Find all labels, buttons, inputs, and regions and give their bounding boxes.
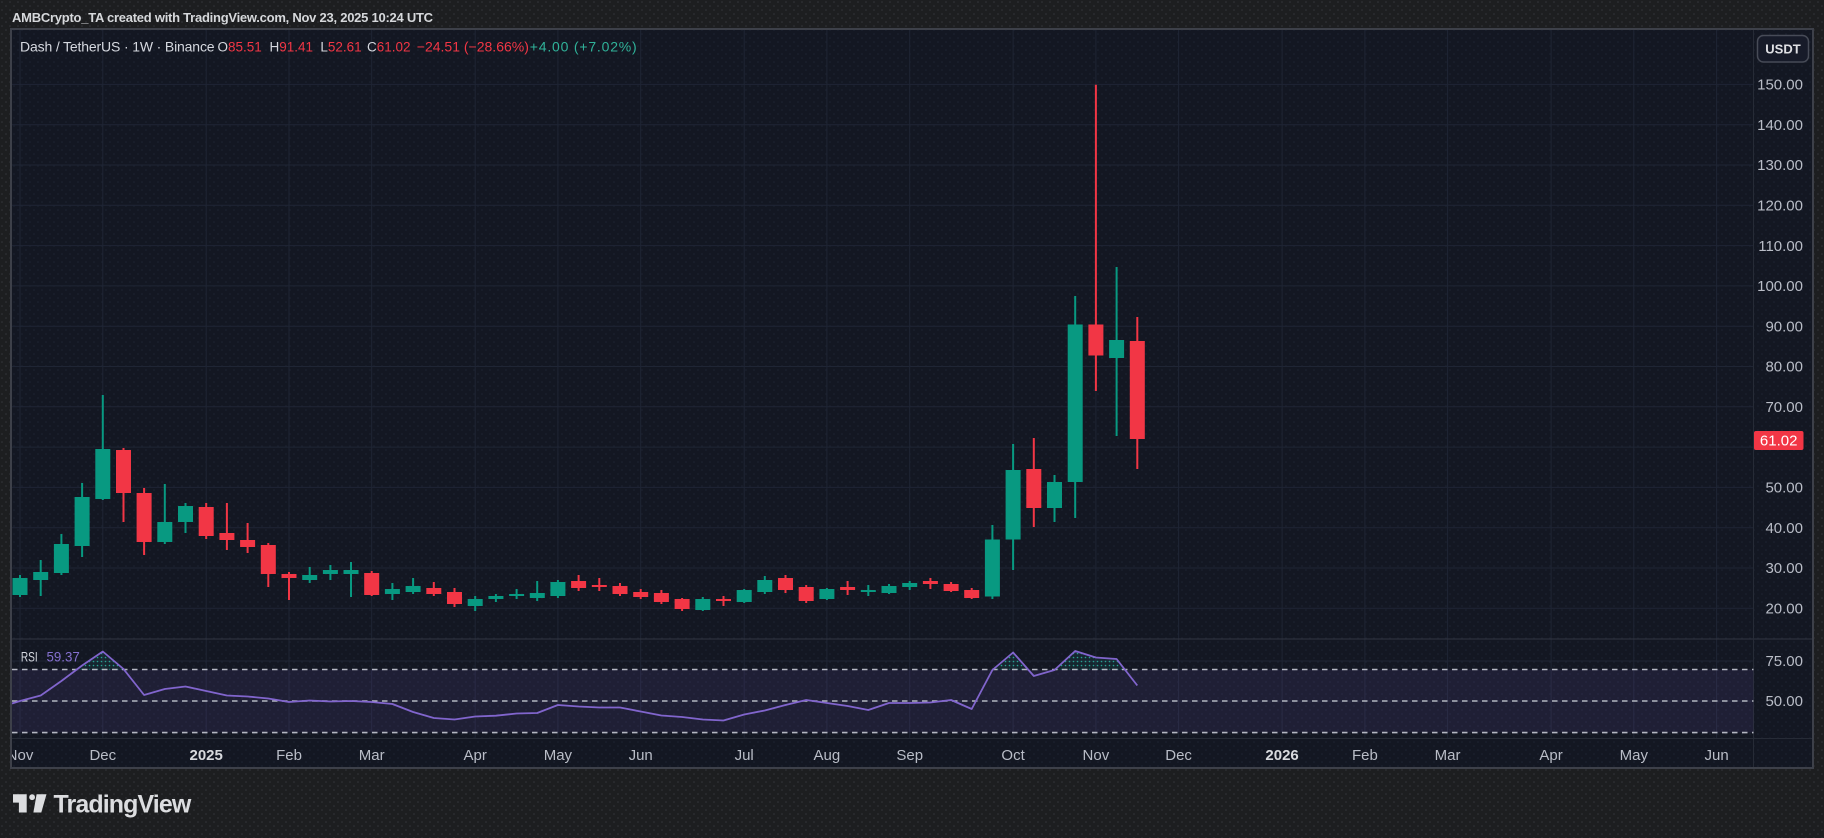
svg-text:TradingView: TradingView <box>54 791 192 819</box>
svg-text:Dec: Dec <box>89 747 116 764</box>
svg-text:Nov: Nov <box>7 747 34 764</box>
svg-text:L52.61: L52.61 <box>320 40 361 55</box>
svg-text:110.00: 110.00 <box>1758 238 1803 255</box>
svg-text:150.00: 150.00 <box>1757 77 1803 94</box>
svg-text:Aug: Aug <box>814 747 841 764</box>
svg-text:May: May <box>544 747 573 764</box>
svg-text:RSI: RSI <box>21 649 38 665</box>
svg-text:H91.41: H91.41 <box>270 40 314 55</box>
svg-text:Mar: Mar <box>1435 747 1461 764</box>
svg-text:May: May <box>1620 747 1649 764</box>
svg-text:50.00: 50.00 <box>1765 693 1803 710</box>
svg-text:61.02: 61.02 <box>1760 433 1798 450</box>
svg-text:70.00: 70.00 <box>1765 399 1803 416</box>
svg-text:50.00: 50.00 <box>1765 480 1803 497</box>
svg-text:75.00: 75.00 <box>1765 653 1803 670</box>
svg-text:30.00: 30.00 <box>1765 560 1803 577</box>
svg-text:40.00: 40.00 <box>1765 520 1803 537</box>
svg-text:Sep: Sep <box>896 747 923 764</box>
svg-text:80.00: 80.00 <box>1765 359 1803 376</box>
svg-text:140.00: 140.00 <box>1757 117 1803 134</box>
svg-text:Jun: Jun <box>1705 747 1729 764</box>
svg-text:100.00: 100.00 <box>1757 278 1803 295</box>
svg-text:2026: 2026 <box>1265 747 1298 764</box>
svg-text:20.00: 20.00 <box>1765 601 1803 618</box>
svg-text:2025: 2025 <box>190 747 223 764</box>
svg-text:Apr: Apr <box>464 747 487 764</box>
svg-text:Jul: Jul <box>735 747 754 764</box>
svg-text:Oct: Oct <box>1001 747 1025 764</box>
svg-text:Dec: Dec <box>1165 747 1192 764</box>
svg-text:59.37: 59.37 <box>47 649 80 665</box>
svg-text:USDT: USDT <box>1765 42 1800 57</box>
svg-text:Dash / TetherUS · 1W · Binance: Dash / TetherUS · 1W · Binance <box>20 39 215 55</box>
svg-text:Nov: Nov <box>1083 747 1110 764</box>
svg-text:Feb: Feb <box>276 747 302 764</box>
svg-text:90.00: 90.00 <box>1765 318 1803 335</box>
svg-text:−24.51 (−28.66%): −24.51 (−28.66%) <box>417 39 529 55</box>
svg-text:+4.00 (+7.02%): +4.00 (+7.02%) <box>530 39 638 55</box>
svg-text:Jun: Jun <box>629 747 653 764</box>
svg-text:Apr: Apr <box>1539 747 1562 764</box>
svg-text:120.00: 120.00 <box>1757 198 1803 215</box>
svg-text:130.00: 130.00 <box>1757 157 1803 174</box>
svg-text:O85.51: O85.51 <box>218 40 262 55</box>
svg-text:Feb: Feb <box>1352 747 1378 764</box>
svg-text:AMBCrypto_TA created with Trad: AMBCrypto_TA created with TradingView.co… <box>12 10 434 25</box>
svg-text:C61.02: C61.02 <box>367 40 411 55</box>
svg-text:Mar: Mar <box>359 747 385 764</box>
